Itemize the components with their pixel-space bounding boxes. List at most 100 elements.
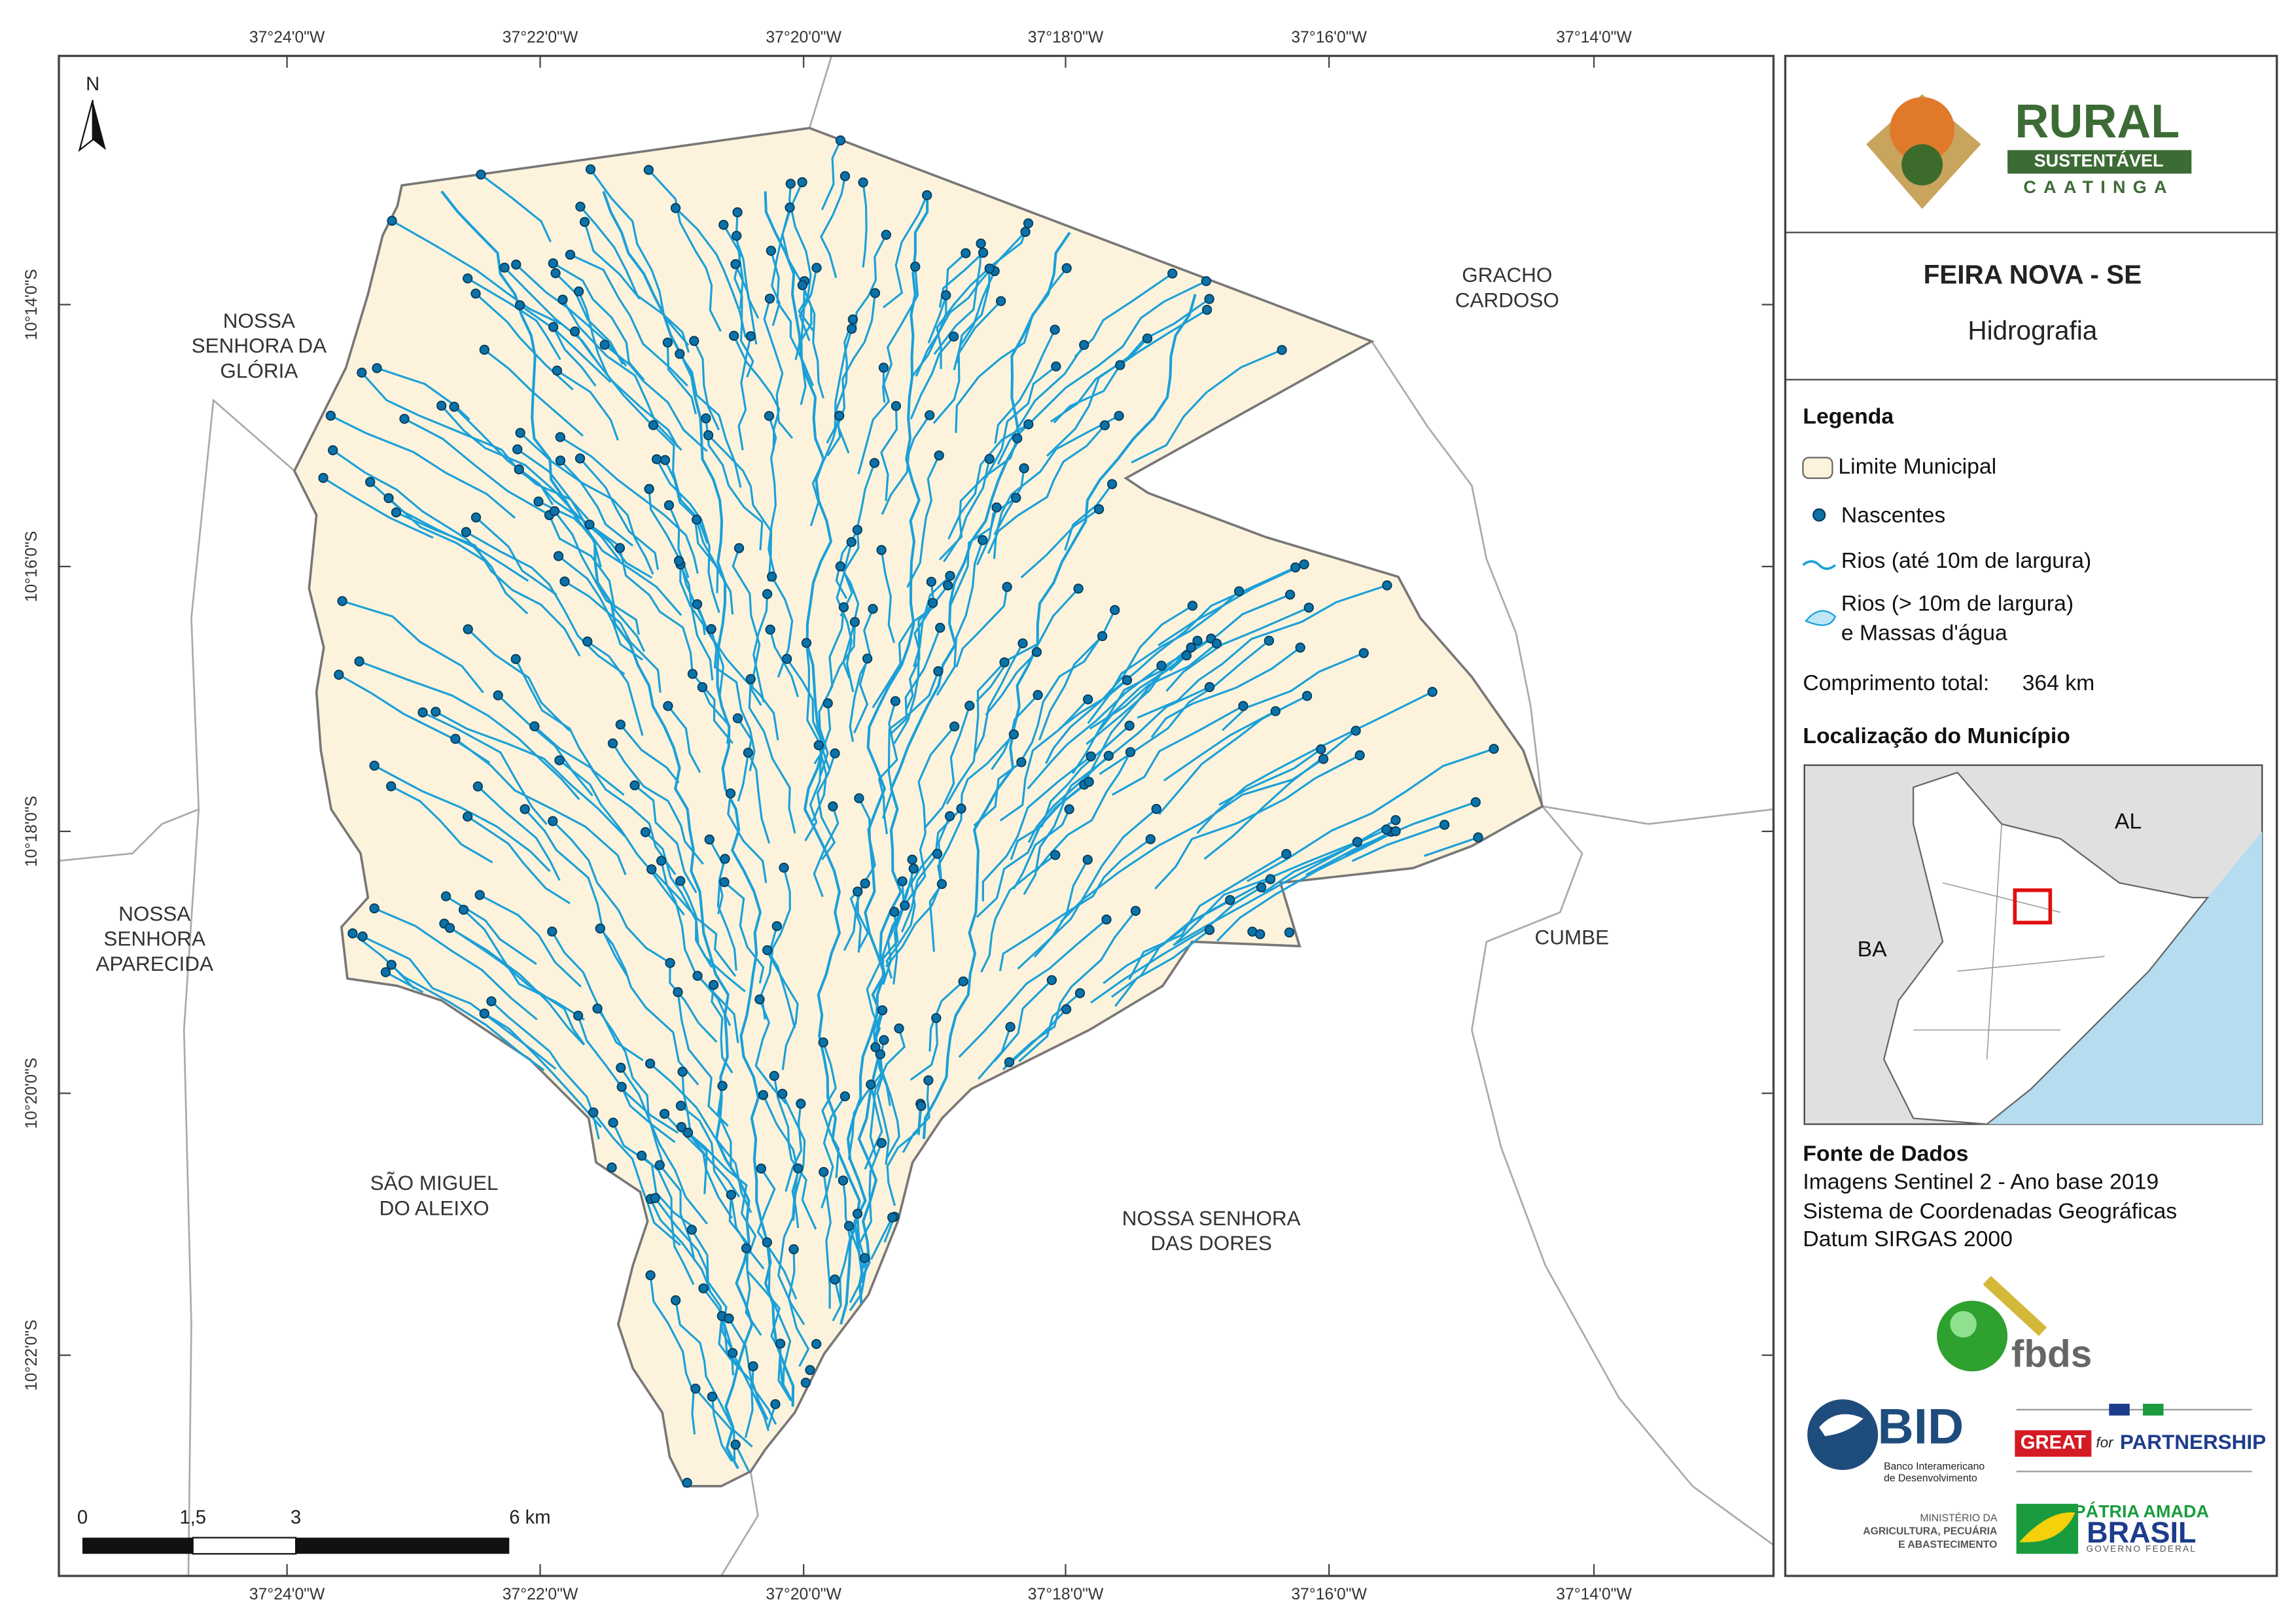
spring	[656, 856, 667, 866]
river	[467, 628, 571, 731]
river	[516, 448, 590, 521]
spring	[1061, 1004, 1072, 1015]
spring	[762, 589, 773, 599]
spring	[708, 979, 719, 990]
spring	[512, 444, 523, 455]
spring	[654, 1160, 665, 1170]
place-name: NOSSA	[223, 309, 295, 332]
spring	[793, 1163, 804, 1174]
source-line: Sistema de Coordenadas Geográficas	[1803, 1198, 2177, 1223]
legend-item: e Massas d'água	[1841, 620, 2007, 645]
spring	[328, 445, 338, 455]
place-name: CUMBE	[1534, 925, 1609, 949]
river	[980, 854, 1056, 973]
ministry-text: E ABASTECIMENTO	[1898, 1539, 1997, 1550]
river	[862, 182, 868, 268]
spring	[347, 928, 358, 939]
river	[711, 985, 733, 1074]
spring	[520, 804, 530, 814]
spring	[559, 576, 570, 587]
main-river	[764, 191, 861, 1325]
river	[902, 1080, 930, 1153]
spring	[933, 666, 944, 676]
spring	[514, 300, 525, 311]
spring	[555, 455, 566, 466]
spring	[847, 323, 857, 334]
logo-title: RURAL	[2015, 96, 2180, 148]
spring	[728, 1348, 738, 1358]
spring	[676, 1122, 687, 1132]
river	[923, 705, 971, 829]
spring	[499, 262, 510, 273]
spring	[607, 738, 618, 749]
river	[1157, 563, 1305, 646]
spring	[1301, 691, 1313, 701]
river	[656, 459, 720, 613]
river	[997, 344, 1086, 465]
river	[798, 268, 818, 341]
spring	[762, 945, 773, 956]
spring	[1103, 750, 1114, 761]
spring	[651, 454, 662, 464]
river	[332, 449, 529, 615]
top-coordinate-label: 37°16'0"W	[1291, 29, 1367, 46]
river	[826, 319, 854, 457]
spring	[1046, 975, 1057, 985]
spring	[1318, 754, 1329, 764]
river	[579, 457, 660, 570]
spring	[1061, 263, 1072, 273]
spring	[764, 293, 775, 304]
spring	[1017, 638, 1028, 649]
river	[751, 1366, 777, 1425]
place-name: APARECIDA	[96, 952, 213, 975]
map-labels: 37°24'0"W 37°22'0"W 37°20'0"W 37°18'0"W 37°1…	[23, 29, 1632, 1603]
spring	[671, 1295, 681, 1306]
spring	[470, 512, 482, 523]
spring	[686, 1225, 697, 1235]
river	[1150, 646, 1301, 739]
spring	[1284, 927, 1295, 938]
spring	[1354, 750, 1365, 761]
north-arrow: N	[78, 74, 106, 152]
river	[1099, 646, 1192, 731]
river	[985, 651, 1038, 716]
spring	[1156, 660, 1167, 671]
spring	[1020, 226, 1031, 237]
spring	[550, 268, 561, 279]
legend-item: Rios (até 10m de largura)	[1841, 548, 2091, 573]
river	[484, 349, 584, 437]
river	[785, 1103, 803, 1192]
spring	[1086, 751, 1096, 761]
spring	[945, 570, 955, 581]
spring	[1107, 479, 1118, 489]
spring	[730, 1439, 741, 1450]
spring	[533, 496, 544, 507]
spring	[770, 1399, 781, 1410]
spring	[745, 331, 756, 341]
river	[612, 1122, 697, 1230]
river	[882, 194, 928, 309]
spring	[984, 263, 995, 274]
place-name: NOSSA	[118, 901, 190, 925]
river	[936, 540, 984, 696]
river	[732, 548, 762, 707]
river	[577, 1015, 679, 1134]
river	[752, 593, 769, 703]
river	[1090, 886, 1262, 1004]
river	[1010, 725, 1131, 860]
scale-label: 1,5	[179, 1507, 206, 1528]
spring	[476, 169, 486, 180]
spring	[1192, 635, 1203, 646]
spring	[599, 340, 610, 350]
scale-bar: 0 1,5 3 6 km	[77, 1507, 551, 1555]
spring	[819, 1166, 829, 1178]
spring	[838, 1175, 849, 1186]
spring	[659, 1108, 670, 1119]
locator-label: AL	[2115, 809, 2142, 833]
spring	[1256, 882, 1267, 893]
spring	[515, 428, 525, 438]
spring	[958, 976, 968, 986]
spring	[762, 1237, 772, 1248]
spring	[450, 733, 461, 744]
spring	[557, 294, 568, 305]
